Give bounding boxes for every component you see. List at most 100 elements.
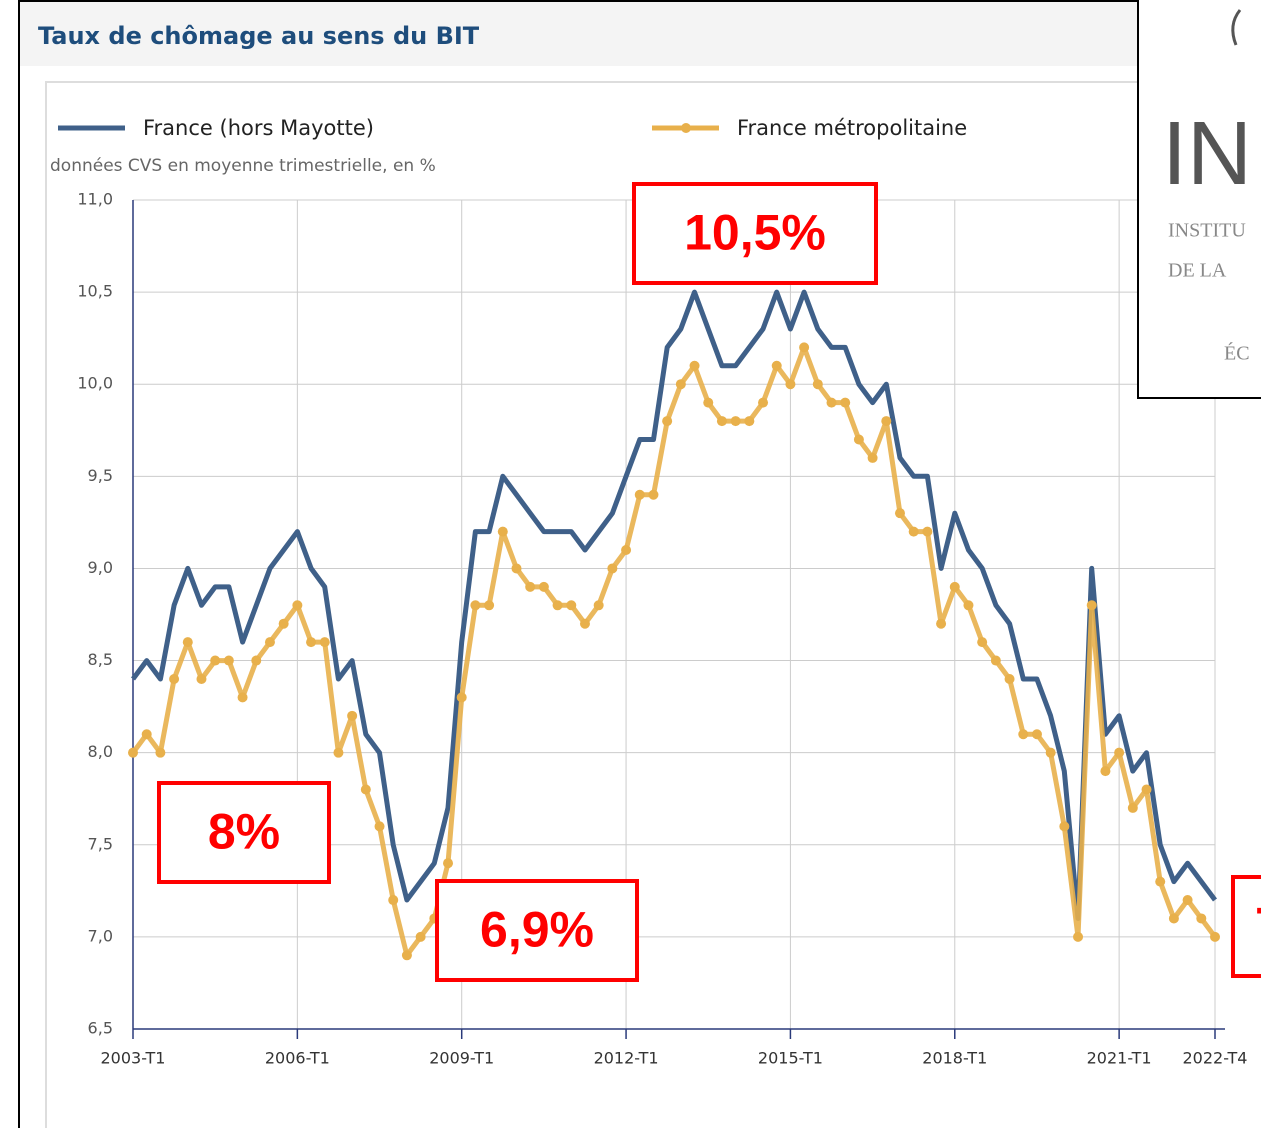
x-tick-label: 2022-T4 xyxy=(1183,1049,1248,1068)
point xyxy=(977,637,988,648)
point xyxy=(347,710,358,721)
point xyxy=(936,618,947,629)
point xyxy=(1073,931,1084,942)
chart-title: Taux de chômage au sens du BIT xyxy=(38,22,480,50)
point xyxy=(1196,913,1207,924)
logo-arc xyxy=(1231,9,1242,46)
point xyxy=(278,618,289,629)
point xyxy=(251,655,262,666)
point xyxy=(648,489,659,500)
logo-text: DE LA xyxy=(1168,260,1227,282)
logo: IN INSTITU DE LA ÉC xyxy=(1137,0,1261,399)
point xyxy=(319,637,330,648)
point xyxy=(579,618,590,629)
point xyxy=(758,397,769,408)
point xyxy=(511,563,522,574)
series-line xyxy=(130,289,1218,921)
logo-text: INSTITU xyxy=(1168,220,1246,242)
point xyxy=(1004,673,1015,684)
point xyxy=(826,397,837,408)
point xyxy=(703,397,714,408)
point xyxy=(169,673,180,684)
x-tick-label: 2021-T1 xyxy=(1087,1049,1152,1068)
point xyxy=(155,747,166,758)
legend-label: France (hors Mayotte) xyxy=(143,116,374,140)
point xyxy=(634,489,645,500)
point xyxy=(1114,747,1125,758)
point xyxy=(730,416,741,427)
annotation-box xyxy=(632,182,878,285)
point xyxy=(210,655,221,666)
x-tick-label: 2018-T1 xyxy=(922,1049,987,1068)
point xyxy=(388,895,399,906)
point xyxy=(552,600,563,611)
point xyxy=(1059,821,1070,832)
point xyxy=(1086,600,1097,611)
annotation-box xyxy=(1231,875,1261,978)
point xyxy=(525,581,536,592)
x-tick-label: 2015-T1 xyxy=(758,1049,823,1068)
point xyxy=(566,600,577,611)
point xyxy=(812,379,823,390)
y-tick-label: 8,5 xyxy=(88,650,113,669)
point xyxy=(182,637,193,648)
point xyxy=(484,600,495,611)
y-tick-label: 10,5 xyxy=(77,282,113,301)
point xyxy=(716,416,727,427)
point xyxy=(1031,729,1042,740)
x-tick-label: 2003-T1 xyxy=(101,1049,166,1068)
point xyxy=(538,581,549,592)
point xyxy=(196,673,207,684)
point xyxy=(292,600,303,611)
y-tick-label: 11,0 xyxy=(77,190,113,209)
point xyxy=(470,600,481,611)
point xyxy=(128,747,138,758)
logo-box xyxy=(1137,0,1261,399)
point xyxy=(306,637,317,648)
header-bar xyxy=(20,2,1260,66)
point xyxy=(853,434,864,445)
subtitle: données CVS en moyenne trimestrielle, en… xyxy=(50,156,436,176)
point xyxy=(1210,931,1220,942)
point xyxy=(771,360,782,371)
annotation: 7 xyxy=(1255,898,1261,954)
y-tick-label: 7,5 xyxy=(88,834,113,853)
point xyxy=(1127,802,1138,813)
x-tick-label: 2009-T1 xyxy=(429,1049,494,1068)
point xyxy=(607,563,618,574)
point xyxy=(374,821,385,832)
point xyxy=(990,655,1001,666)
point xyxy=(799,342,810,353)
point xyxy=(333,747,344,758)
point xyxy=(963,600,974,611)
point xyxy=(867,452,878,463)
point xyxy=(1045,747,1056,758)
point xyxy=(237,692,248,703)
y-tick-label: 9,5 xyxy=(88,466,113,485)
y-tick-label: 9,0 xyxy=(88,558,113,577)
logo-letters: IN xyxy=(1162,104,1252,204)
point xyxy=(881,416,892,427)
point xyxy=(264,637,275,648)
point xyxy=(840,397,851,408)
y-tick-label: 7,0 xyxy=(88,926,113,945)
y-tick-label: 8,0 xyxy=(88,742,113,761)
y-tick-label: 6,5 xyxy=(88,1019,113,1038)
point xyxy=(497,526,508,537)
point xyxy=(785,379,796,390)
point xyxy=(593,600,604,611)
point xyxy=(894,508,905,519)
annotation-box xyxy=(157,781,331,884)
point xyxy=(621,545,632,556)
x-tick-label: 2006-T1 xyxy=(265,1049,330,1068)
annotation: 10,5% xyxy=(684,205,826,261)
point xyxy=(456,692,467,703)
point xyxy=(744,416,755,427)
point xyxy=(908,526,919,537)
legend-marker xyxy=(681,123,691,133)
point xyxy=(689,360,700,371)
annotation-box xyxy=(435,879,639,982)
point xyxy=(1155,876,1166,887)
point xyxy=(922,526,933,537)
